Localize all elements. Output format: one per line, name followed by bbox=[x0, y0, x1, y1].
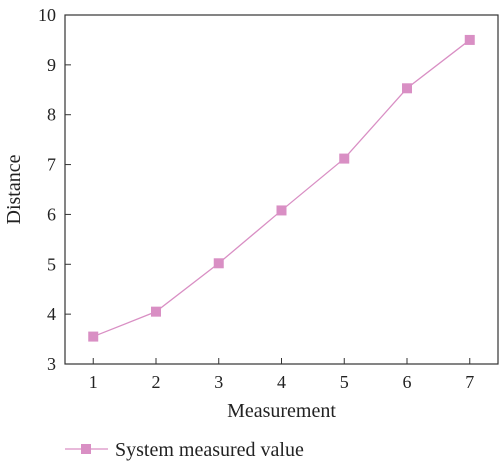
y-tick-label: 7 bbox=[47, 155, 56, 175]
plot-frame bbox=[64, 14, 499, 365]
x-axis-ticks: 1 2 3 4 5 6 7 bbox=[89, 358, 474, 392]
y-axis-ticks: 3 4 5 6 7 8 9 10 bbox=[38, 5, 71, 374]
data-point-marker bbox=[276, 205, 287, 216]
legend: System measured value bbox=[65, 439, 304, 461]
data-point-marker bbox=[464, 34, 475, 45]
y-tick-label: 5 bbox=[47, 254, 56, 274]
plot-area: 3 4 5 6 7 8 9 10 1 2 3 4 5 6 7 bbox=[38, 5, 499, 392]
x-tick-label: 6 bbox=[403, 372, 412, 392]
data-point-marker bbox=[402, 83, 413, 94]
data-point-marker bbox=[213, 258, 224, 269]
x-tick-label: 2 bbox=[151, 372, 160, 392]
x-tick-label: 5 bbox=[340, 372, 349, 392]
y-tick-label: 9 bbox=[47, 55, 56, 75]
series-line bbox=[92, 39, 471, 338]
series-markers bbox=[88, 34, 475, 342]
y-tick-label: 3 bbox=[47, 354, 56, 374]
x-tick-label: 1 bbox=[89, 372, 98, 392]
x-axis-title: Measurement bbox=[227, 400, 336, 422]
y-axis-title: Distance bbox=[3, 154, 25, 224]
x-tick-label: 7 bbox=[465, 372, 474, 392]
y-tick-label: 4 bbox=[47, 304, 56, 324]
data-point-marker bbox=[339, 153, 350, 164]
legend-label: System measured value bbox=[115, 439, 304, 461]
y-tick-label: 6 bbox=[47, 204, 56, 224]
x-tick-label: 4 bbox=[277, 372, 286, 392]
x-tick-label: 3 bbox=[214, 372, 223, 392]
y-tick-label: 8 bbox=[47, 105, 56, 125]
data-point-marker bbox=[88, 331, 99, 342]
legend-marker bbox=[81, 444, 91, 454]
data-point-marker bbox=[150, 306, 161, 317]
y-tick-label: 10 bbox=[38, 5, 56, 25]
